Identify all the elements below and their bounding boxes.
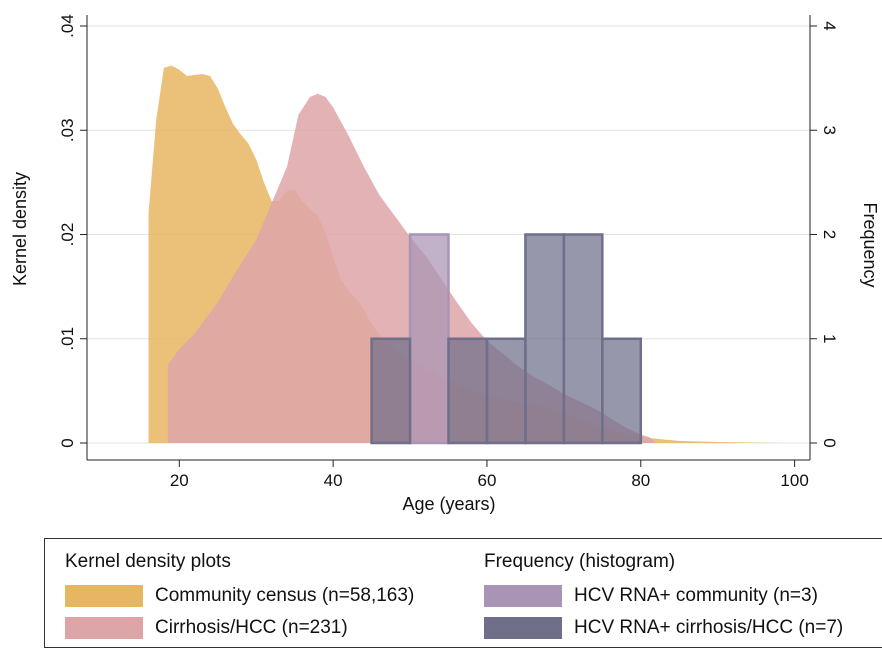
histogram-bar — [485, 337, 527, 445]
y-tick-label: .02 — [58, 223, 77, 247]
legend-item-cirrhosis-hcc: Cirrhosis/HCC (n=231) — [65, 617, 348, 639]
x-axis-title: Age (years) — [402, 494, 495, 514]
x-tick-label: 80 — [631, 471, 650, 490]
legend-item-hcv-cirrhosis: HCV RNA+ cirrhosis/HCC (n=7) — [484, 617, 843, 639]
histogram-bars — [370, 233, 643, 445]
y2-tick-label: 0 — [820, 438, 839, 447]
legend-label: Cirrhosis/HCC (n=231) — [155, 617, 348, 638]
legend-heading-frequency: Frequency (histogram) — [484, 551, 676, 572]
y-tick-label: .03 — [58, 118, 77, 142]
histogram-bar — [447, 337, 489, 445]
legend-swatch — [65, 585, 143, 607]
y2-tick-label: 3 — [820, 126, 839, 135]
x-tick-label: 60 — [477, 471, 496, 490]
x-tick-label: 40 — [324, 471, 343, 490]
histogram-bar — [601, 337, 643, 445]
y-axis-title: Kernel density — [10, 172, 30, 286]
legend: Kernel density plots Frequency (histogra… — [44, 538, 882, 648]
legend-item-community-census: Community census (n=58,163) — [65, 585, 414, 607]
y2-tick-label: 1 — [820, 334, 839, 343]
legend-heading-density: Kernel density plots — [65, 551, 231, 572]
legend-label: HCV RNA+ cirrhosis/HCC (n=7) — [574, 617, 844, 638]
histogram-bar — [524, 233, 566, 445]
legend-swatch — [65, 617, 143, 639]
histogram-bar — [562, 233, 604, 445]
y-tick-label: 0 — [58, 438, 77, 447]
x-tick-label: 20 — [170, 471, 189, 490]
legend-swatch — [484, 585, 562, 607]
y2-tick-label: 4 — [820, 21, 839, 30]
y2-axis-title: Frequency — [860, 202, 880, 287]
legend-label: Community census (n=58,163) — [155, 585, 415, 606]
x-tick-label: 100 — [780, 471, 808, 490]
legend-label: HCV RNA+ community (n=3) — [574, 585, 818, 606]
y2-tick-label: 2 — [820, 230, 839, 239]
histogram-bar — [408, 233, 450, 445]
y-tick-label: .01 — [58, 327, 77, 351]
y-tick-label: .04 — [58, 14, 77, 38]
chart: 20 40 60 80 100 0 .01 .02 .03 .04 0 1 2 3 4 Age (years… — [10, 14, 880, 514]
axes: 20 40 60 80 100 0 .01 .02 .03 .04 0 1 2 3 4 — [58, 14, 839, 490]
legend-item-hcv-community: HCV RNA+ community (n=3) — [484, 585, 818, 607]
legend-swatch — [484, 617, 562, 639]
histogram-bar — [370, 337, 412, 445]
